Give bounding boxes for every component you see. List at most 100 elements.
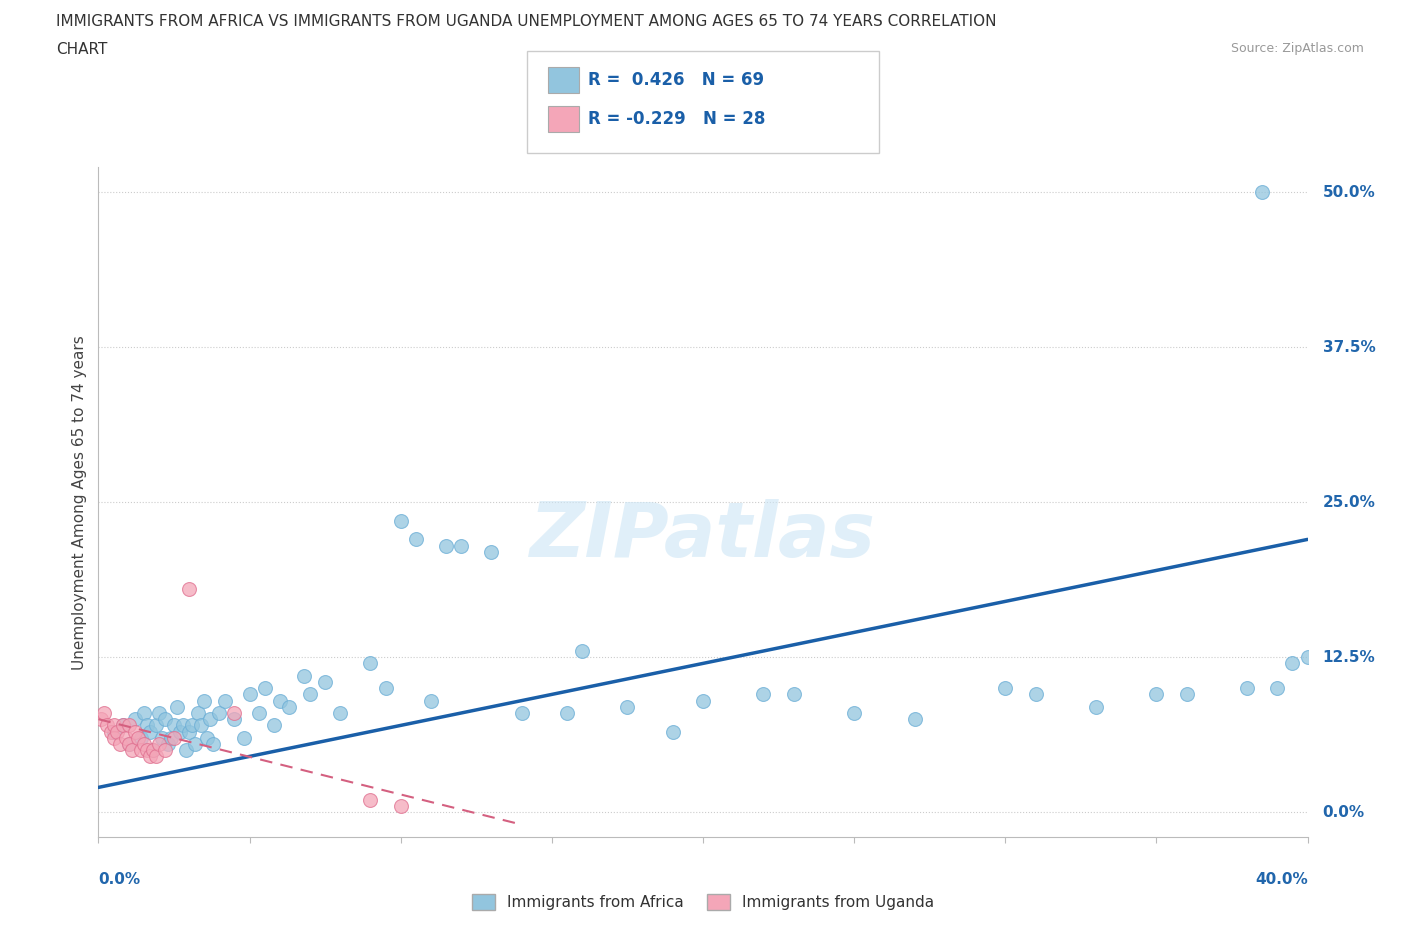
Point (142, 743, 165, 758)
Point (148, 706, 170, 721)
Point (184, 737, 207, 751)
Text: 40.0%: 40.0% (1254, 871, 1308, 886)
Point (187, 706, 209, 721)
Point (329, 706, 352, 721)
Point (103, 724, 125, 739)
Text: 0.0%: 0.0% (1323, 804, 1365, 819)
Point (179, 724, 201, 739)
Point (145, 718, 167, 733)
Point (118, 737, 141, 751)
Point (108, 737, 131, 751)
Point (1267, 681, 1289, 696)
Point (111, 718, 134, 733)
Point (90, 711, 112, 726)
Point (1144, 687, 1167, 702)
Point (132, 706, 155, 721)
Text: ZIPatlas: ZIPatlas (530, 498, 876, 573)
Point (129, 730, 152, 745)
Point (571, 644, 593, 658)
Point (118, 737, 141, 751)
Point (153, 711, 176, 726)
Point (124, 724, 146, 739)
Text: 12.5%: 12.5% (1323, 650, 1375, 665)
Point (179, 581, 201, 596)
Point (263, 718, 285, 733)
Point (277, 699, 299, 714)
Text: R = -0.229   N = 28: R = -0.229 N = 28 (588, 110, 765, 128)
Point (121, 743, 143, 758)
Point (129, 743, 152, 758)
Point (163, 730, 186, 745)
Point (193, 693, 215, 708)
Point (111, 718, 134, 733)
Point (153, 743, 176, 758)
Point (253, 681, 276, 696)
Point (360, 792, 382, 807)
Point (904, 711, 927, 726)
Point (360, 656, 382, 671)
Point (103, 718, 125, 733)
Point (163, 718, 186, 733)
Point (145, 749, 167, 764)
Point (103, 730, 125, 745)
Point (405, 532, 427, 547)
Point (661, 724, 683, 739)
Point (269, 693, 291, 708)
Point (224, 706, 246, 721)
Text: R =  0.426   N = 69: R = 0.426 N = 69 (588, 71, 763, 89)
Point (150, 730, 173, 745)
Text: 37.5%: 37.5% (1323, 339, 1375, 354)
Point (1175, 687, 1198, 702)
Point (1281, 656, 1303, 671)
Point (156, 737, 179, 751)
Point (208, 706, 231, 721)
Point (844, 706, 866, 721)
Point (1085, 699, 1108, 714)
Point (127, 730, 149, 745)
Point (1251, 185, 1274, 200)
Point (214, 693, 236, 708)
Point (389, 513, 412, 528)
Point (195, 730, 218, 745)
Point (314, 674, 336, 689)
Point (200, 711, 222, 726)
Point (169, 724, 191, 739)
Point (224, 711, 246, 726)
Point (114, 730, 136, 745)
Point (510, 706, 533, 721)
Point (374, 681, 396, 696)
Point (142, 743, 165, 758)
Point (232, 730, 254, 745)
Point (1236, 681, 1258, 696)
Point (782, 687, 804, 702)
Point (434, 538, 457, 553)
Point (190, 718, 212, 733)
Point (481, 544, 503, 559)
Point (118, 718, 141, 733)
Point (135, 718, 157, 733)
Point (105, 724, 128, 739)
Point (692, 693, 714, 708)
Text: 50.0%: 50.0% (1323, 185, 1375, 200)
Point (124, 711, 146, 726)
Point (148, 737, 170, 751)
Y-axis label: Unemployment Among Ages 65 to 74 years: Unemployment Among Ages 65 to 74 years (72, 335, 87, 670)
Point (174, 743, 197, 758)
Legend: Immigrants from Africa, Immigrants from Uganda: Immigrants from Africa, Immigrants from … (465, 888, 941, 916)
Text: 25.0%: 25.0% (1323, 495, 1375, 510)
Point (450, 538, 472, 553)
Point (166, 699, 188, 714)
Point (1024, 687, 1046, 702)
Point (247, 706, 270, 721)
Point (299, 687, 322, 702)
Text: Source: ZipAtlas.com: Source: ZipAtlas.com (1230, 42, 1364, 55)
Point (1296, 650, 1319, 665)
Point (202, 737, 225, 751)
Point (100, 724, 122, 739)
Point (181, 718, 204, 733)
Point (292, 669, 315, 684)
Point (135, 743, 157, 758)
Point (160, 730, 183, 745)
Point (139, 724, 162, 739)
Point (172, 718, 194, 733)
